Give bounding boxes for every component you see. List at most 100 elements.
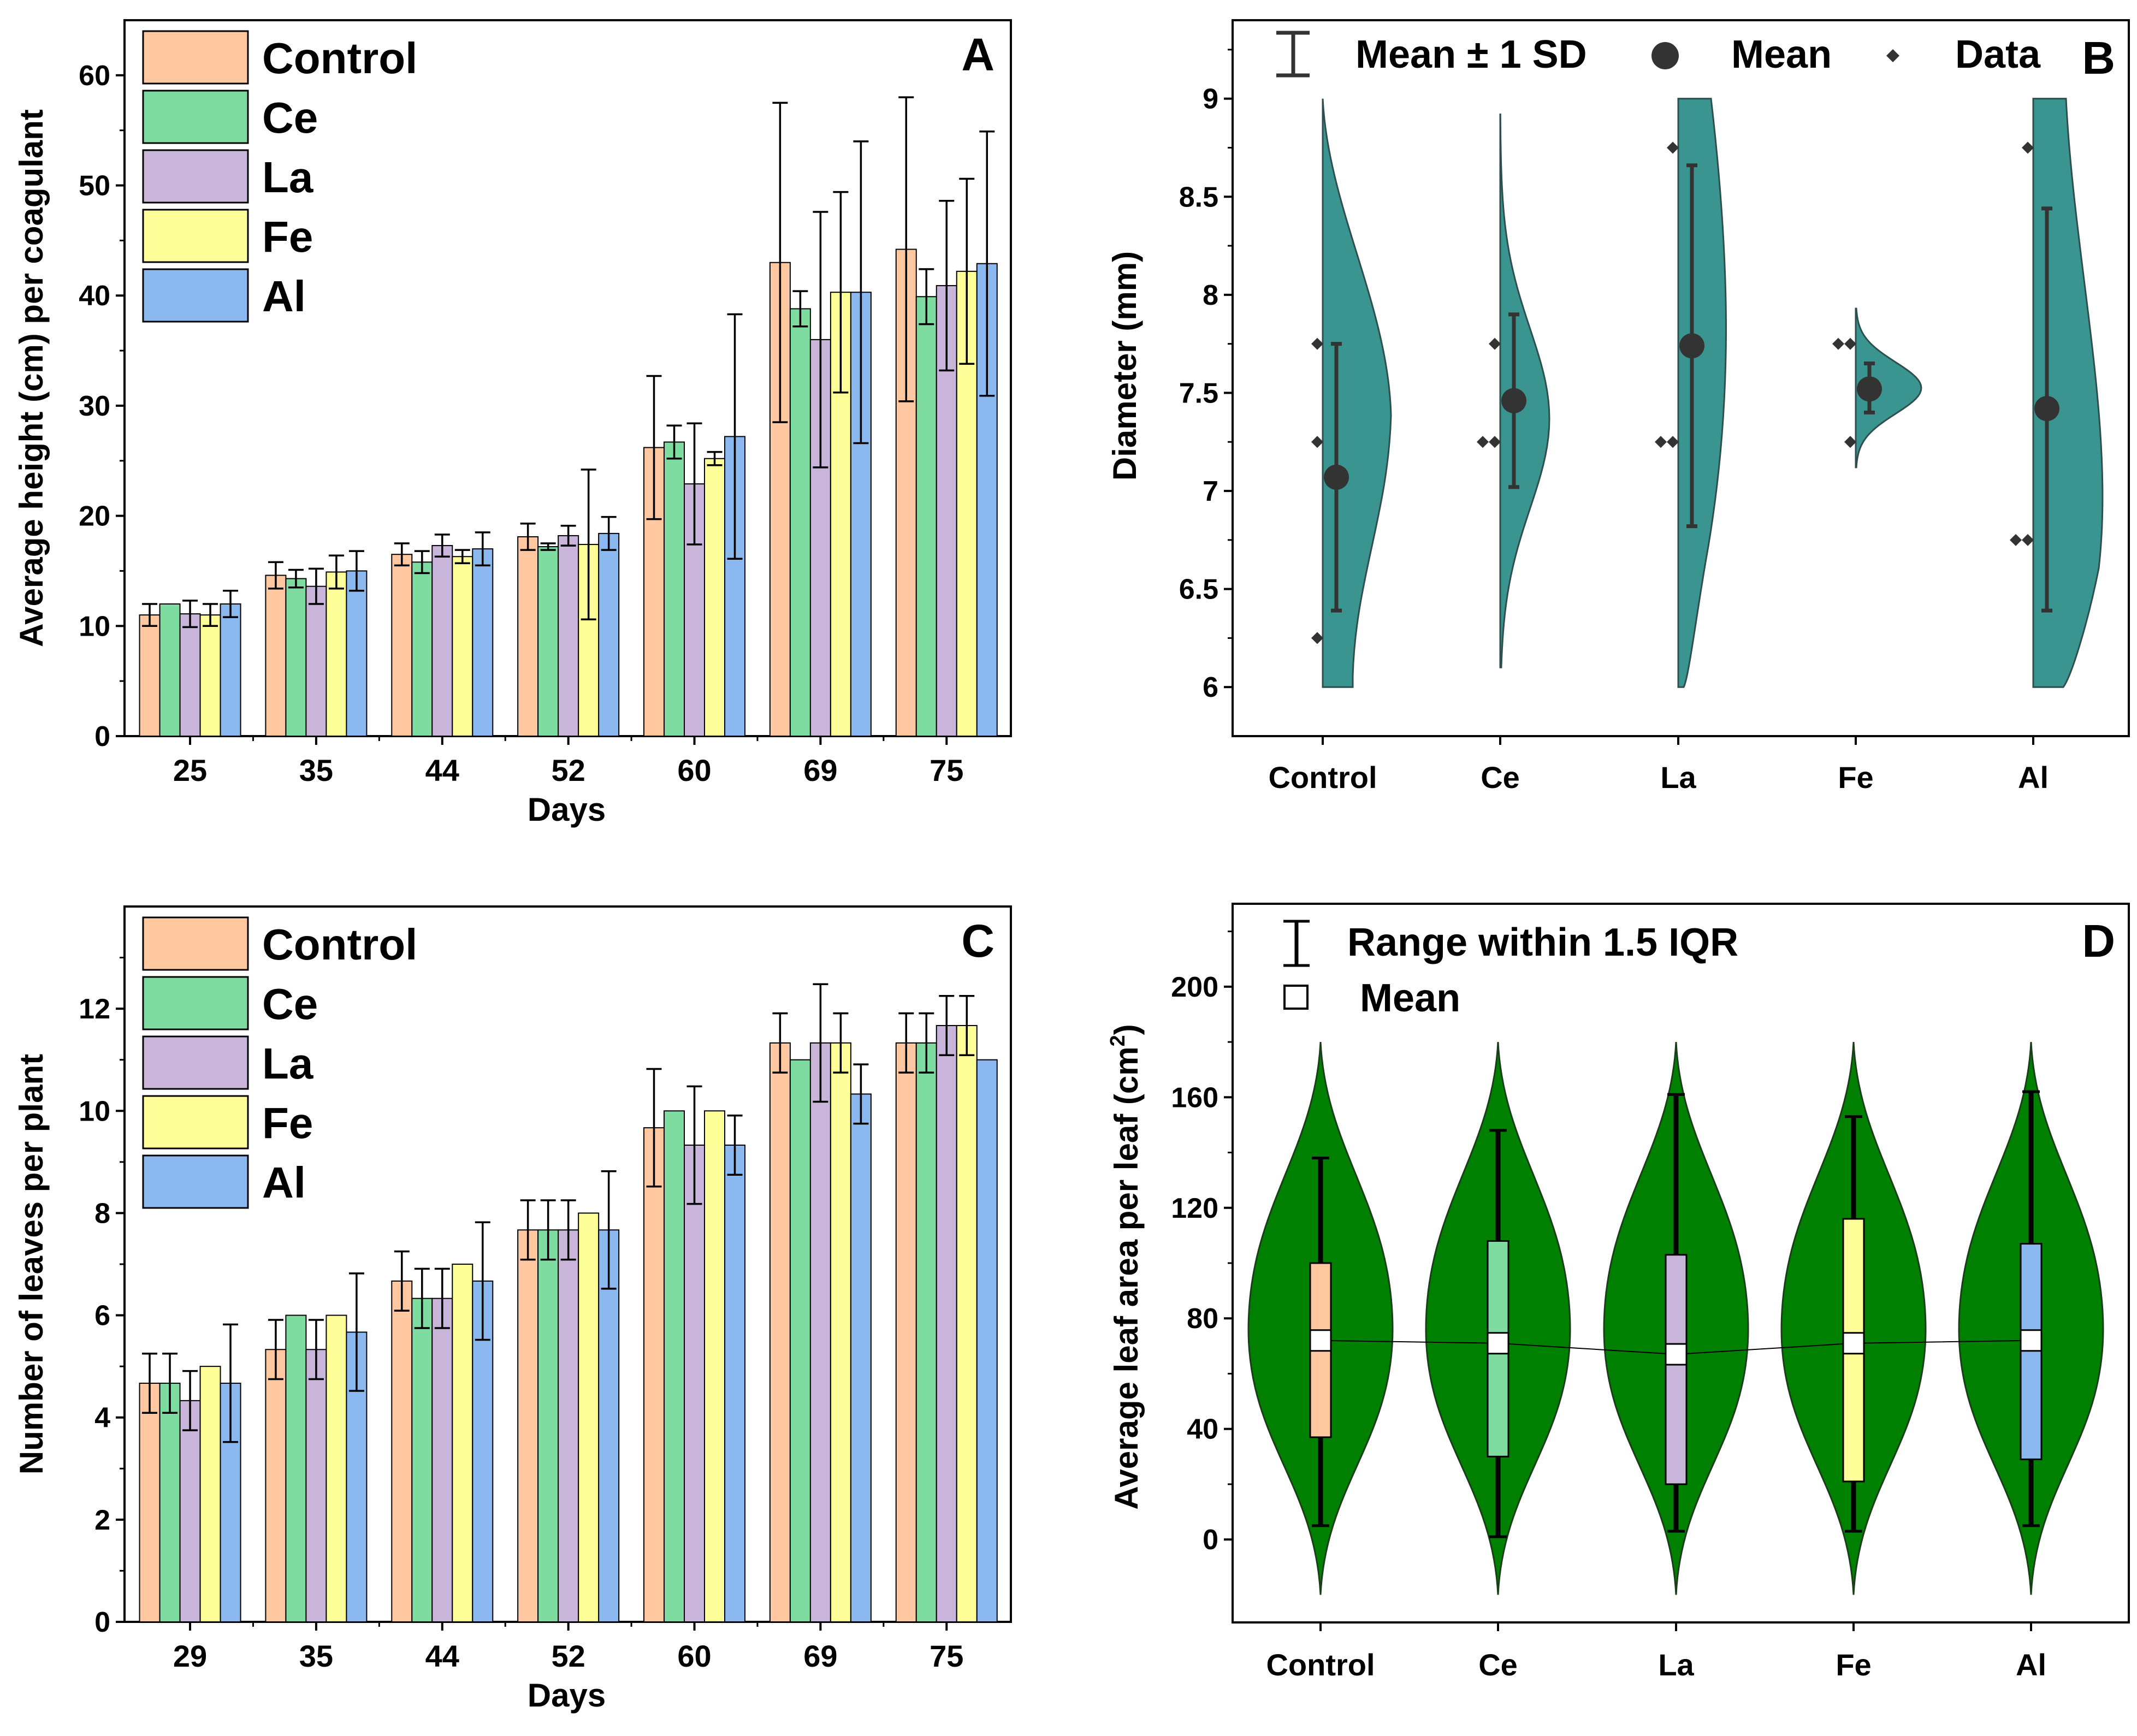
mean-marker [1679,333,1704,359]
x-tick-label: 69 [803,753,837,787]
bar-la [936,1025,957,1622]
y-tick-label: 7.5 [1179,377,1218,409]
y-tick-label: 50 [79,170,110,202]
y-axis-title: Average height (cm) per coagulant [13,109,50,647]
bar-la [179,1400,201,1622]
bar-ce [285,578,307,737]
legend-swatch-control [142,916,249,971]
bar-control [139,1383,161,1623]
bar-ce [285,1314,307,1623]
x-tick-label: 60 [677,1639,711,1673]
mean-marker [1501,388,1526,413]
x-tick-label: 35 [299,753,333,787]
y-tick-label: 8 [1203,280,1218,311]
legend-label-al: Al [262,1158,306,1207]
bar-ce [789,308,811,737]
bar-la [431,545,453,737]
bar-control [391,1280,413,1623]
data-point [1477,436,1489,448]
bar-fe [956,1025,978,1622]
x-tick-label: 75 [930,753,963,787]
bar-fe [199,614,221,737]
legend-label-range: Range within 1.5 IQR [1347,921,1738,964]
box-la [1665,1254,1688,1485]
y-tick-label: 0 [94,721,110,753]
bar-control [265,574,287,737]
y-tick-label: 40 [1187,1414,1218,1445]
y-tick-label: 7 [1203,476,1218,507]
y-axis-title: Diameter (mm) [1106,251,1143,481]
mean-marker [2034,396,2059,422]
legend-mean-icon [1651,42,1679,69]
x-tick-label: Fe [1838,760,1873,795]
mean-marker [1842,1332,1865,1355]
bar-la [809,1042,831,1622]
y-tick-label: 0 [1203,1524,1218,1556]
bar-al [598,1229,620,1622]
y-tick-label: 160 [1171,1082,1218,1113]
y-tick-label: 10 [79,611,110,642]
bar-al [724,1144,746,1622]
y-tick-label: 30 [79,390,110,422]
bar-fe [325,571,347,737]
bar-ce [664,441,685,737]
bar-control [517,536,539,737]
data-point [2022,141,2034,154]
x-tick-label: 44 [425,753,459,787]
data-point [1667,436,1679,448]
legend-swatch-fe [142,209,249,263]
y-axis-title: Average leaf area per leaf (cm2) [1106,1024,1145,1509]
y-tick-label: 9 [1203,84,1218,115]
bar-la [305,1349,327,1623]
x-tick-label: Control [1268,760,1377,795]
bar-la [936,285,957,737]
x-tick-label: Ce [1481,760,1520,795]
data-point [2022,534,2034,546]
legend-swatch-ce [142,90,249,144]
y-tick-label: 200 [1171,971,1218,1003]
data-point [1655,436,1667,448]
bar-control [895,1042,917,1622]
mean-marker [1309,1329,1332,1352]
x-tick-label: Al [2018,760,2049,795]
bar-la [431,1297,453,1622]
bar-ce [537,1229,559,1622]
y-axis-title: Number of leaves per plant [13,1054,50,1474]
x-tick-label: 25 [173,753,207,787]
bar-fe [830,1042,851,1622]
bar-la [684,1144,706,1622]
data-point [1832,337,1844,350]
bar-la [179,613,201,737]
legend-swatch-al [142,268,249,323]
x-tick-label: La [1658,1648,1694,1682]
legend-label-ce: Ce [262,980,318,1028]
bar-fe [325,1314,347,1623]
legend-label-mean: Mean [1360,976,1460,1020]
bar-al [472,548,494,737]
legend-label-sd: Mean ± 1 SD [1355,33,1587,76]
x-tick-label: 60 [677,753,711,787]
y-tick-label: 40 [79,280,110,312]
data-point [1489,337,1501,350]
violin-al [2032,98,2104,688]
bar-control [643,1127,665,1622]
bar-la [305,585,327,737]
mean-marker [1487,1332,1509,1355]
x-tick-label: La [1660,760,1696,795]
bar-al [976,1059,998,1622]
panel-label: A [961,29,994,80]
legend-label-la: La [262,1039,313,1088]
legend-swatch-la [142,1035,249,1090]
legend-swatch-la [142,149,249,204]
bar-ce [411,1297,433,1622]
bar-control [769,1042,791,1622]
bar-control [391,554,413,737]
bar-fe [452,1264,473,1622]
x-tick-label: 52 [552,1639,585,1673]
data-point [1311,632,1323,644]
mean-marker [1665,1343,1688,1366]
bar-al [346,570,368,737]
x-tick-label: Ce [1478,1648,1518,1682]
y-tick-label: 8.5 [1179,181,1218,213]
legend-swatch-fe [142,1095,249,1150]
